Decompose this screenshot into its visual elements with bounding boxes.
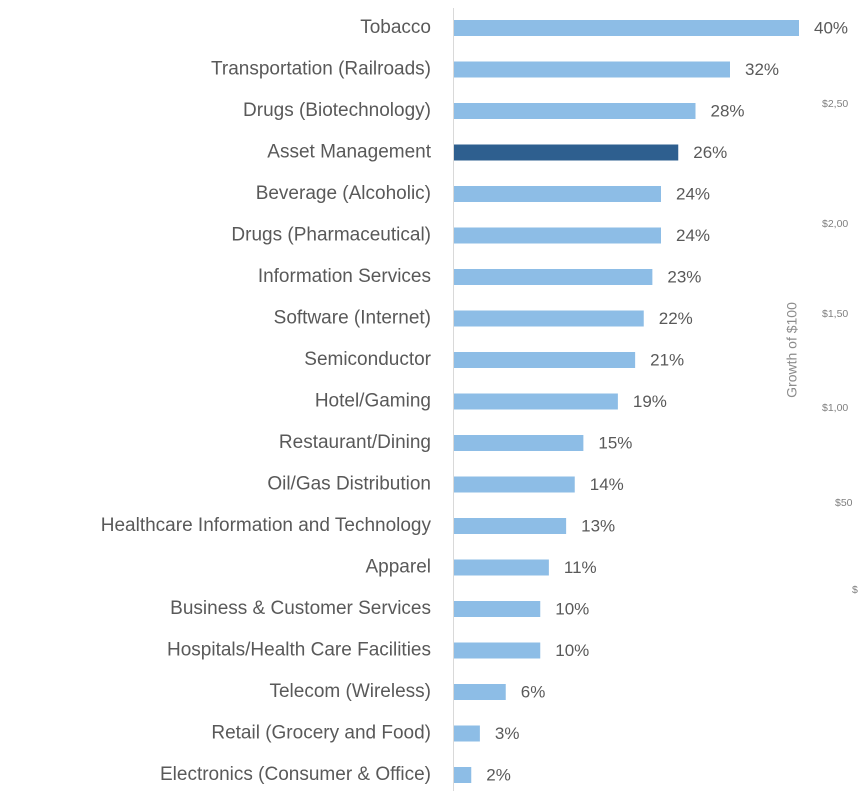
partial-tick-label: $1,00	[822, 402, 848, 414]
bar	[454, 684, 506, 700]
bar	[454, 601, 541, 617]
partial-axis-label: Growth of $100	[784, 302, 800, 398]
category-label: Electronics (Consumer & Office)	[160, 764, 431, 785]
value-label: 40%	[814, 18, 848, 37]
value-label: 2%	[486, 765, 511, 784]
value-label: 24%	[676, 226, 710, 245]
category-label: Drugs (Pharmaceutical)	[231, 225, 431, 246]
bar	[454, 61, 730, 78]
bar	[454, 310, 644, 327]
value-label: 13%	[581, 516, 615, 535]
category-label: Transportation (Railroads)	[211, 59, 431, 80]
value-label: 22%	[659, 309, 693, 328]
value-label: 21%	[650, 350, 684, 369]
bar	[454, 435, 584, 451]
bar	[454, 476, 575, 493]
category-label: Tobacco	[360, 17, 431, 38]
category-label: Hospitals/Health Care Facilities	[167, 640, 431, 661]
value-label: 15%	[598, 433, 632, 452]
category-label: Restaurant/Dining	[279, 432, 431, 453]
bar	[454, 352, 636, 368]
bar	[454, 518, 567, 534]
value-label: 10%	[555, 599, 589, 618]
bar	[454, 269, 653, 285]
value-label: 23%	[667, 267, 701, 286]
value-label: 11%	[564, 558, 597, 577]
category-label: Semiconductor	[304, 349, 431, 370]
bar	[454, 20, 799, 36]
bar	[454, 393, 618, 410]
category-label: Business & Customer Services	[170, 598, 431, 619]
bar	[454, 642, 541, 659]
bar	[454, 767, 472, 783]
value-label: 32%	[745, 60, 779, 79]
partial-tick-label: $1,50	[822, 308, 848, 320]
category-label: Healthcare Information and Technology	[101, 515, 432, 536]
partial-tick-label: $2,00	[822, 218, 848, 230]
category-label: Software (Internet)	[274, 308, 431, 329]
bar	[454, 186, 661, 202]
category-label: Beverage (Alcoholic)	[256, 183, 431, 204]
value-label: 6%	[521, 682, 546, 701]
bar	[454, 103, 696, 119]
bar	[454, 144, 679, 161]
category-label: Hotel/Gaming	[315, 391, 431, 412]
value-label: 14%	[590, 475, 624, 494]
value-label: 26%	[693, 143, 727, 162]
category-label: Information Services	[258, 266, 431, 287]
bar	[454, 227, 661, 244]
bar	[454, 725, 480, 742]
partial-tick-label: $50	[835, 497, 853, 509]
value-label: 24%	[676, 184, 710, 203]
value-label: 3%	[495, 724, 520, 743]
category-label: Apparel	[366, 557, 432, 578]
value-label: 19%	[633, 392, 667, 411]
category-label: Retail (Grocery and Food)	[211, 723, 431, 744]
category-label: Asset Management	[267, 142, 431, 163]
value-label: 10%	[555, 641, 589, 660]
partial-tick-label: $2,50	[822, 98, 848, 110]
category-label: Drugs (Biotechnology)	[243, 100, 431, 121]
value-label: 28%	[711, 101, 745, 120]
category-label: Telecom (Wireless)	[269, 681, 431, 702]
category-label: Oil/Gas Distribution	[267, 474, 431, 495]
partial-tick-label: $	[852, 584, 858, 596]
bar	[454, 559, 549, 576]
